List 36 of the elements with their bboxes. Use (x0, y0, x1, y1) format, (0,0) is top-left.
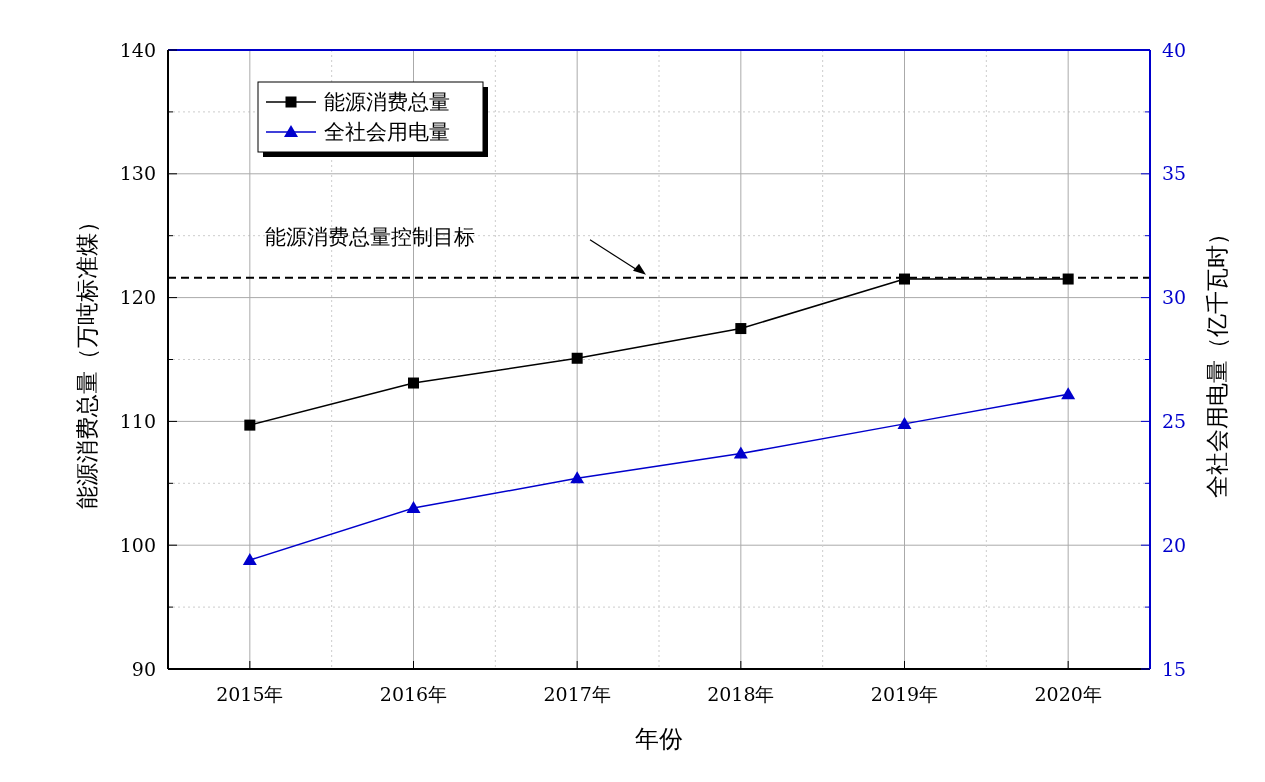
ref-line-label: 能源消费总量控制目标 (265, 224, 475, 249)
y2-tick-label: 15 (1162, 657, 1187, 680)
point (897, 416, 912, 429)
y-tick-label: 110 (119, 410, 156, 433)
x-axis-title: 年份 (635, 725, 683, 753)
point (735, 323, 747, 335)
x-tick-label: 2020年 (1034, 683, 1102, 705)
x-tick-label: 2015年 (216, 683, 284, 705)
point (570, 471, 585, 484)
y-tick-label: 130 (119, 162, 156, 185)
y2-tick-label: 40 (1162, 38, 1187, 61)
y2-tick-label: 35 (1162, 162, 1187, 185)
y2-tick-label: 30 (1162, 286, 1187, 309)
point (244, 419, 256, 431)
y-tick-label: 120 (119, 286, 156, 309)
y-tick-label: 140 (119, 38, 156, 61)
point (406, 501, 421, 514)
x-tick-label: 2017年 (543, 683, 611, 705)
x-tick-label: 2018年 (707, 683, 775, 705)
point (1062, 273, 1074, 285)
legend-label: 能源消费总量 (324, 90, 450, 115)
point (571, 352, 583, 364)
y-tick-label: 90 (131, 657, 156, 680)
point (899, 273, 910, 285)
legend-label: 全社会用电量 (324, 120, 450, 145)
point (1061, 387, 1076, 400)
y-axis-title: 能源消费总量（万吨标准煤） (74, 210, 100, 509)
x-tick-label: 2016年 (379, 683, 448, 705)
point (242, 553, 257, 566)
y2-tick-label: 20 (1162, 533, 1187, 556)
x-tick-label: 2019年 (870, 683, 939, 705)
y-tick-label: 100 (119, 533, 156, 556)
y2-axis-title: 全社会用电量（亿千瓦时） (1204, 221, 1230, 498)
y2-tick-label: 25 (1162, 410, 1187, 433)
point (733, 446, 748, 459)
point (408, 377, 419, 389)
